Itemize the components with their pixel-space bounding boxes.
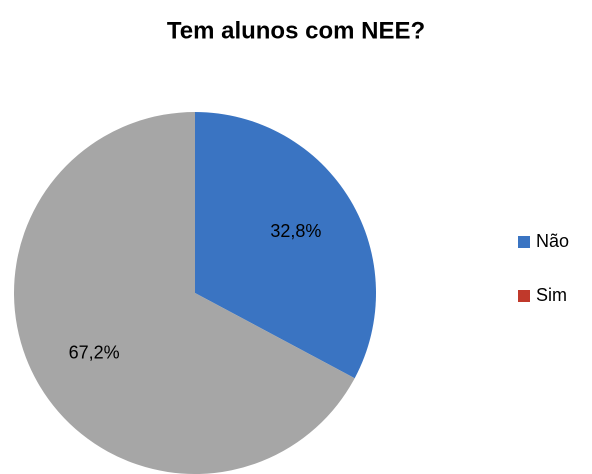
legend-swatch bbox=[518, 236, 530, 248]
pie-slice bbox=[13, 112, 355, 474]
pie-slice bbox=[195, 112, 376, 379]
data-label: 32,8% bbox=[270, 221, 321, 241]
legend-label: Não bbox=[536, 231, 569, 251]
data-label: 67,2% bbox=[69, 342, 120, 362]
legend-label: Sim bbox=[536, 285, 567, 305]
legend-swatch bbox=[518, 290, 530, 302]
chart-title: Tem alunos com NEE? bbox=[167, 17, 425, 44]
